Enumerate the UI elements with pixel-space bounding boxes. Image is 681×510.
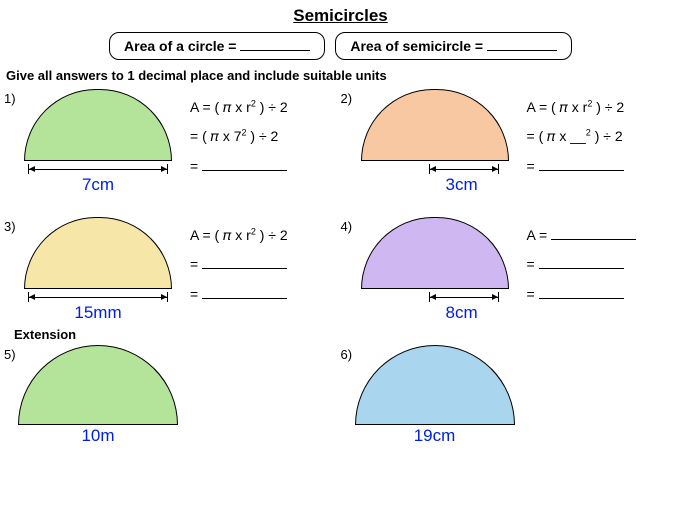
- working-line: A = ( 𝜋 x r2 ) ÷ 2: [190, 221, 288, 250]
- problem-cell: 3)15mmA = ( 𝜋 x r2 ) ÷ 2= =: [4, 213, 341, 341]
- formula-semi-blank: [487, 39, 557, 51]
- semicircle-figure: 15mm: [18, 217, 178, 323]
- problem-cell: 4) 8cm A = = =: [341, 213, 678, 341]
- working-line: =: [527, 250, 637, 279]
- semicircle-shape: [18, 345, 178, 425]
- semicircle-figure: 3cm: [355, 89, 515, 195]
- working-area: A = ( 𝜋 x r2 ) ÷ 2= ( 𝜋 x __2 ) ÷ 2=: [527, 93, 625, 181]
- working-line: = ( 𝜋 x __2 ) ÷ 2: [527, 122, 625, 151]
- working-area: A = = =: [527, 221, 637, 309]
- dimension-label: 19cm: [355, 426, 515, 446]
- problem-cell: Extension5)10m: [4, 341, 341, 469]
- semicircle-figure: 8cm: [355, 217, 515, 323]
- dimension-label: 3cm: [446, 175, 515, 195]
- semicircle-figure: 19cm: [355, 345, 515, 446]
- dimension-label: 10m: [18, 426, 178, 446]
- dimension-line: [28, 292, 168, 302]
- semicircle-shape: [24, 217, 172, 289]
- problem-cell: 2) 3cm A = ( 𝜋 x r2 ) ÷ 2= ( 𝜋 x __2 ) ÷ 2…: [341, 85, 678, 213]
- formula-semicircle: Area of semicircle =: [335, 32, 572, 60]
- working-line: =: [190, 152, 288, 181]
- formula-semi-label: Area of semicircle =: [350, 38, 483, 54]
- question-number: 2): [341, 91, 353, 106]
- working-area: A = ( 𝜋 x r2 ) ÷ 2= =: [190, 221, 288, 309]
- working-line: =: [190, 280, 288, 309]
- working-line: A = ( 𝜋 x r2 ) ÷ 2: [527, 93, 625, 122]
- dimension-line: [28, 164, 168, 174]
- page-title: Semicircles: [0, 0, 681, 26]
- problem-cell: 1) 7cm A = ( 𝜋 x r2 ) ÷ 2= ( 𝜋 x 72 ) ÷ 2=: [4, 85, 341, 213]
- formula-circle-blank: [240, 39, 310, 51]
- formula-circle: Area of a circle =: [109, 32, 325, 60]
- working-line: =: [190, 250, 288, 279]
- semicircle-figure: 7cm: [18, 89, 178, 195]
- dimension-label: 8cm: [446, 303, 515, 323]
- semicircle-shape: [24, 89, 172, 161]
- dimension-label: 7cm: [18, 175, 178, 195]
- instruction-text: Give all answers to 1 decimal place and …: [6, 68, 681, 83]
- question-number: 6): [341, 347, 353, 362]
- semicircle-shape: [355, 345, 515, 425]
- working-line: A = ( 𝜋 x r2 ) ÷ 2: [190, 93, 288, 122]
- problem-cell: 6) 19cm: [341, 341, 678, 469]
- dimension-line: [429, 164, 499, 174]
- semicircle-shape: [361, 89, 509, 161]
- formula-circle-label: Area of a circle =: [124, 38, 236, 54]
- working-line: =: [527, 152, 625, 181]
- semicircle-shape: [361, 217, 509, 289]
- semicircle-figure: 10m: [18, 345, 178, 446]
- formula-row: Area of a circle = Area of semicircle =: [0, 32, 681, 60]
- working-area: A = ( 𝜋 x r2 ) ÷ 2= ( 𝜋 x 72 ) ÷ 2=: [190, 93, 288, 181]
- working-line: =: [527, 280, 637, 309]
- problem-grid: 1)7cmA = ( 𝜋 x r2 ) ÷ 2= ( 𝜋 x 72 ) ÷ 2=…: [0, 85, 681, 469]
- dimension-line: [429, 292, 499, 302]
- working-line: A =: [527, 221, 637, 250]
- question-number: 4): [341, 219, 353, 234]
- question-number: 5): [4, 347, 16, 362]
- working-line: = ( 𝜋 x 72 ) ÷ 2: [190, 122, 288, 151]
- extension-label: Extension: [14, 327, 76, 342]
- question-number: 3): [4, 219, 16, 234]
- dimension-label: 15mm: [18, 303, 178, 323]
- question-number: 1): [4, 91, 16, 106]
